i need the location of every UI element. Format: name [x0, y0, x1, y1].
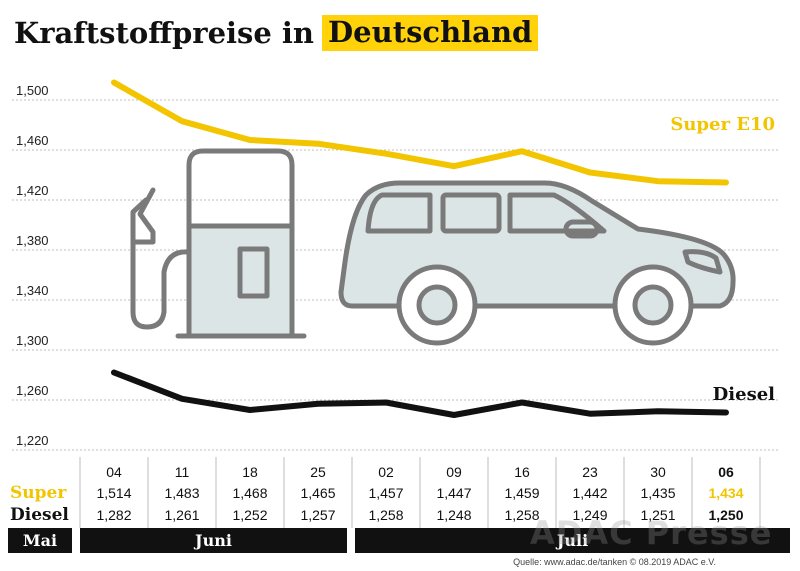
x-tick-label: 30 — [650, 464, 666, 480]
data-label: 1,465 — [300, 485, 335, 501]
y-tick-label: 1,300 — [16, 333, 49, 348]
x-tick-label: 23 — [582, 464, 598, 480]
month-bar — [80, 528, 347, 553]
y-tick-label: 1,500 — [16, 83, 49, 98]
data-label: 1,514 — [96, 485, 131, 501]
data-label: 1,457 — [368, 485, 403, 501]
data-label: 1,282 — [96, 507, 131, 523]
illustration — [130, 148, 736, 346]
month-label: Juli — [555, 531, 588, 550]
pump-hose — [130, 239, 192, 330]
data-label: 1,434 — [708, 485, 743, 501]
y-tick-label: 1,460 — [16, 133, 49, 148]
y-tick-label: 1,340 — [16, 283, 49, 298]
month-bar — [8, 528, 72, 553]
x-tick-label: 06 — [718, 464, 734, 480]
month-bar — [355, 528, 790, 553]
x-tick-label: 16 — [514, 464, 530, 480]
data-label: 1,249 — [572, 507, 607, 523]
data-label: 1,261 — [164, 507, 199, 523]
y-tick-label: 1,380 — [16, 233, 49, 248]
data-label: 1,435 — [640, 485, 675, 501]
title-highlight: Deutschland — [322, 15, 539, 51]
car-window — [440, 192, 502, 234]
series-line — [111, 369, 729, 418]
data-label: 1,252 — [232, 507, 267, 523]
x-tick-label: 04 — [106, 464, 122, 480]
car-window — [507, 192, 607, 234]
data-label: 1,459 — [504, 485, 539, 501]
pump-nozzle-back — [130, 197, 149, 245]
data-label: 1,447 — [436, 485, 471, 501]
watermark: ADAC Presse — [530, 514, 773, 552]
car-mirror — [563, 219, 600, 239]
fuel-pump-icon — [130, 148, 307, 339]
data-label: 1,257 — [300, 507, 335, 523]
x-tick-label: 09 — [446, 464, 462, 480]
chart-title: Kraftstoffpreise in Deutschland — [14, 10, 539, 56]
x-tick-label: 02 — [378, 464, 394, 480]
data-label: 1,258 — [504, 507, 539, 523]
row-label: Diesel — [10, 505, 69, 525]
series-label-super: Super E10 — [670, 114, 775, 135]
x-tick-label: 25 — [310, 464, 326, 480]
source-note: Quelle: www.adac.de/tanken © 08.2019 ADA… — [513, 557, 716, 567]
title-text: Kraftstoffpreise in — [14, 16, 315, 50]
y-tick-label: 1,220 — [16, 433, 49, 448]
month-label: Juni — [193, 531, 232, 550]
series-label-diesel: Diesel — [713, 384, 775, 405]
pump-display — [237, 246, 270, 299]
pump-nozzle — [130, 187, 156, 245]
data-label: 1,258 — [368, 507, 403, 523]
row-label: Super — [10, 483, 67, 503]
car-headlight — [682, 249, 723, 275]
data-label: 1,250 — [708, 507, 743, 523]
y-tick-label: 1,260 — [16, 383, 49, 398]
x-tick-label: 11 — [175, 464, 190, 480]
data-label: 1,248 — [436, 507, 471, 523]
y-tick-label: 1,420 — [16, 183, 49, 198]
x-tick-label: 18 — [242, 464, 258, 480]
data-label: 1,468 — [232, 485, 267, 501]
data-label: 1,442 — [572, 485, 607, 501]
data-label: 1,483 — [164, 485, 199, 501]
month-label: Mai — [23, 531, 57, 550]
pump-body — [186, 148, 295, 339]
car-hubcap — [632, 284, 674, 326]
car-hubcap — [416, 284, 458, 326]
data-label: 1,251 — [640, 507, 675, 523]
car-window — [365, 192, 433, 234]
car-icon — [338, 180, 736, 346]
series-line — [111, 79, 729, 186]
